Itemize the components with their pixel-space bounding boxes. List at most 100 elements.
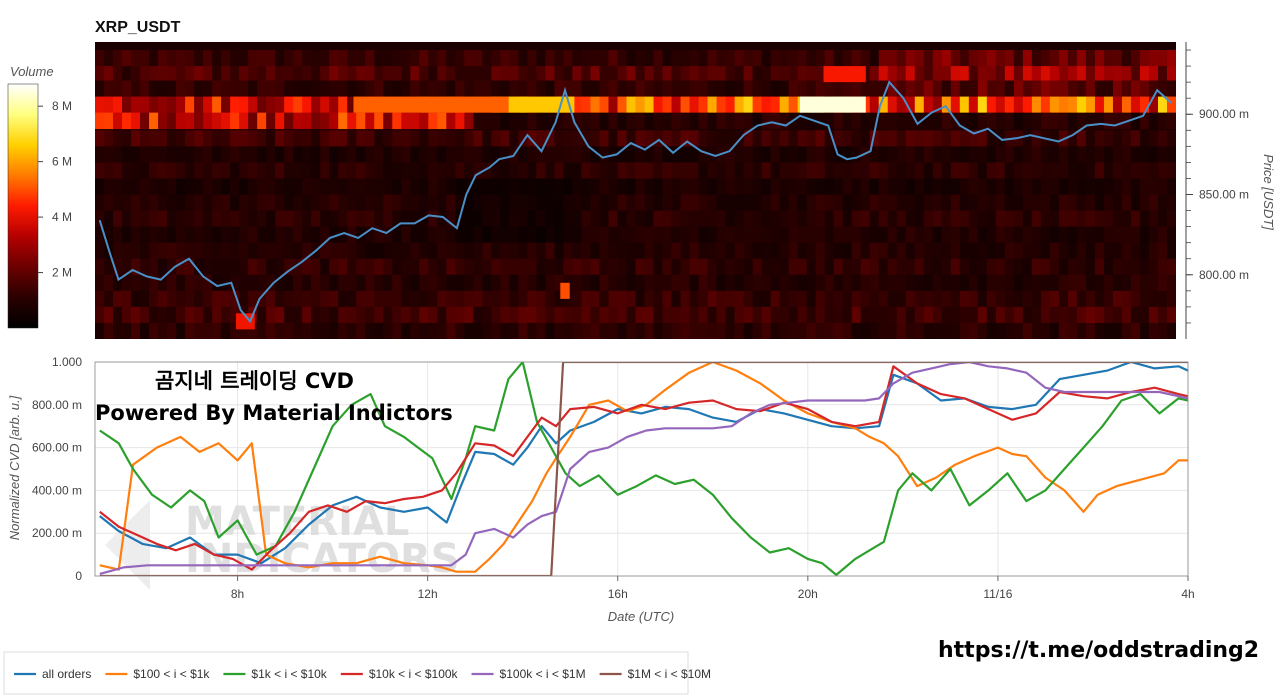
heatmap-cell [1166,306,1176,324]
heatmap-cell [356,290,366,308]
heatmap-cell [419,290,429,308]
heatmap-cell [1049,130,1060,147]
cvd-frame [94,361,1189,577]
heatmap-cell [1067,290,1078,308]
heatmap-cell [401,146,411,163]
heatmap-cell [410,112,420,130]
heatmap-cell [194,112,204,130]
heatmap-cell [554,50,565,67]
heatmap-cell [1121,80,1132,97]
heatmap-cell [563,50,574,67]
heatmap-cell [653,274,664,292]
heatmap-cell [545,258,556,276]
heatmap-cell [995,290,1006,308]
heatmap-cell [1022,50,1033,67]
heatmap-cell [401,226,411,244]
legend-label[interactable]: $1k < i < $10k [251,667,327,681]
heatmap-cell [743,306,754,324]
heatmap-cell [968,96,979,114]
heatmap-cell [860,290,871,308]
heatmap-cell [185,242,195,260]
heatmap-cell [986,96,997,114]
cvd-y-tick-label: 0 [75,569,82,583]
heatmap-cell [716,306,727,324]
heatmap-cell [347,258,357,276]
heatmap-cell [860,242,871,260]
heatmap-cell [950,242,961,260]
heatmap-cell [104,226,114,244]
heatmap-cell [212,242,222,260]
heatmap-cell [473,210,483,228]
heatmap-cell [1067,210,1078,228]
heatmap-cell [446,306,456,324]
heatmap-cell [320,210,330,228]
heatmap-cell [923,162,934,179]
heatmap-cell [725,66,736,83]
heatmap-cell [977,178,988,195]
heatmap-cell [968,210,979,228]
heatmap-cell [932,80,943,97]
legend-label[interactable]: $10k < i < $100k [369,667,459,681]
heatmap-cell [815,210,826,228]
heatmap-cell [662,306,673,324]
heatmap-cell [167,306,177,324]
heatmap-cell [1022,194,1033,211]
heatmap-cell [230,306,240,324]
heatmap-cell [572,306,583,324]
heatmap-cell [284,146,294,163]
heatmap-cell [473,306,483,324]
heatmap-cell [1004,274,1015,292]
heatmap-cell [167,274,177,292]
heatmap-cell [275,322,285,339]
legend-label[interactable]: $1M < i < $10M [628,667,711,681]
heatmap-hotspot [560,282,570,299]
heatmap-cell [455,322,465,339]
heatmap-cell [104,194,114,211]
heatmap-cell [869,178,880,195]
heatmap-cell [149,80,159,97]
heatmap-cell [878,306,889,324]
heatmap-cell [959,306,970,324]
heatmap-cell [1112,80,1123,97]
heatmap-cell [221,306,231,324]
heatmap-cell [284,194,294,211]
heatmap-cell [905,146,916,163]
heatmap-cell [1157,194,1168,211]
heatmap-cell [878,210,889,228]
heatmap-cell [689,210,700,228]
heatmap-cell [842,162,853,179]
heatmap-cell [356,306,366,324]
heatmap-cell [473,66,483,83]
heatmap-cell [923,226,934,244]
heatmap-cell [320,194,330,211]
heatmap-cell [419,226,429,244]
legend-label[interactable]: $100 < i < $1k [133,667,210,681]
heatmap-cell [428,194,438,211]
heatmap-cell [311,322,321,339]
heatmap-cell [482,290,492,308]
heatmap-cell [527,50,538,67]
heatmap-cell [806,50,817,67]
heatmap-cell [1139,80,1150,97]
heatmap-cell [1139,210,1150,228]
heatmap-cell [806,178,817,195]
heatmap-cell [455,130,465,147]
heatmap-cell [212,178,222,195]
legend-label[interactable]: $100k < i < $1M [500,667,586,681]
heatmap-cell [968,242,979,260]
heatmap-cell [941,210,952,228]
heatmap-cell [950,96,961,114]
heatmap-cell [239,322,249,339]
heatmap-cell [365,210,375,228]
heatmap-cell [797,322,808,339]
heatmap-cell [1022,306,1033,324]
heatmap-cell [1022,146,1033,163]
legend-label[interactable]: all orders [42,667,91,681]
heatmap-cell [545,112,556,130]
heatmap-cell [1166,322,1176,339]
heatmap-cell [788,162,799,179]
heatmap-cell [635,242,646,260]
heatmap-cell [230,96,240,114]
telegram-url[interactable]: https://t.me/oddstrading2 [938,638,1259,663]
heatmap-cell [1121,242,1132,260]
